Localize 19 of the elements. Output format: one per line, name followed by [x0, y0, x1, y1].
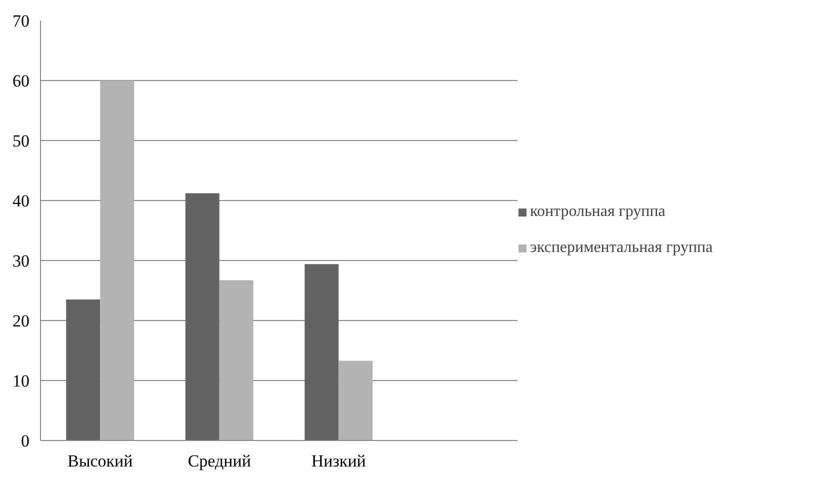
- y-tick-label: 40: [12, 192, 30, 210]
- y-tick-label: 0: [21, 432, 30, 450]
- y-tick-label: 70: [12, 12, 30, 30]
- bar: [100, 80, 134, 440]
- bar: [185, 193, 220, 440]
- bar: [304, 264, 339, 440]
- y-tick-label: 50: [12, 132, 30, 150]
- y-tick-label: 60: [12, 72, 30, 90]
- x-tick-label: Низкий: [311, 452, 366, 470]
- legend-label: экспериментальная группа: [530, 239, 713, 257]
- bar: [66, 300, 100, 440]
- bar: [219, 280, 254, 440]
- y-tick-label: 20: [12, 312, 30, 330]
- x-tick-label: Средний: [188, 452, 251, 470]
- y-tick-label: 10: [12, 372, 30, 390]
- bar: [338, 360, 373, 440]
- x-tick-label: Высокий: [67, 452, 133, 470]
- legend-label: контрольная группа: [530, 203, 666, 221]
- y-tick-label: 30: [12, 252, 30, 270]
